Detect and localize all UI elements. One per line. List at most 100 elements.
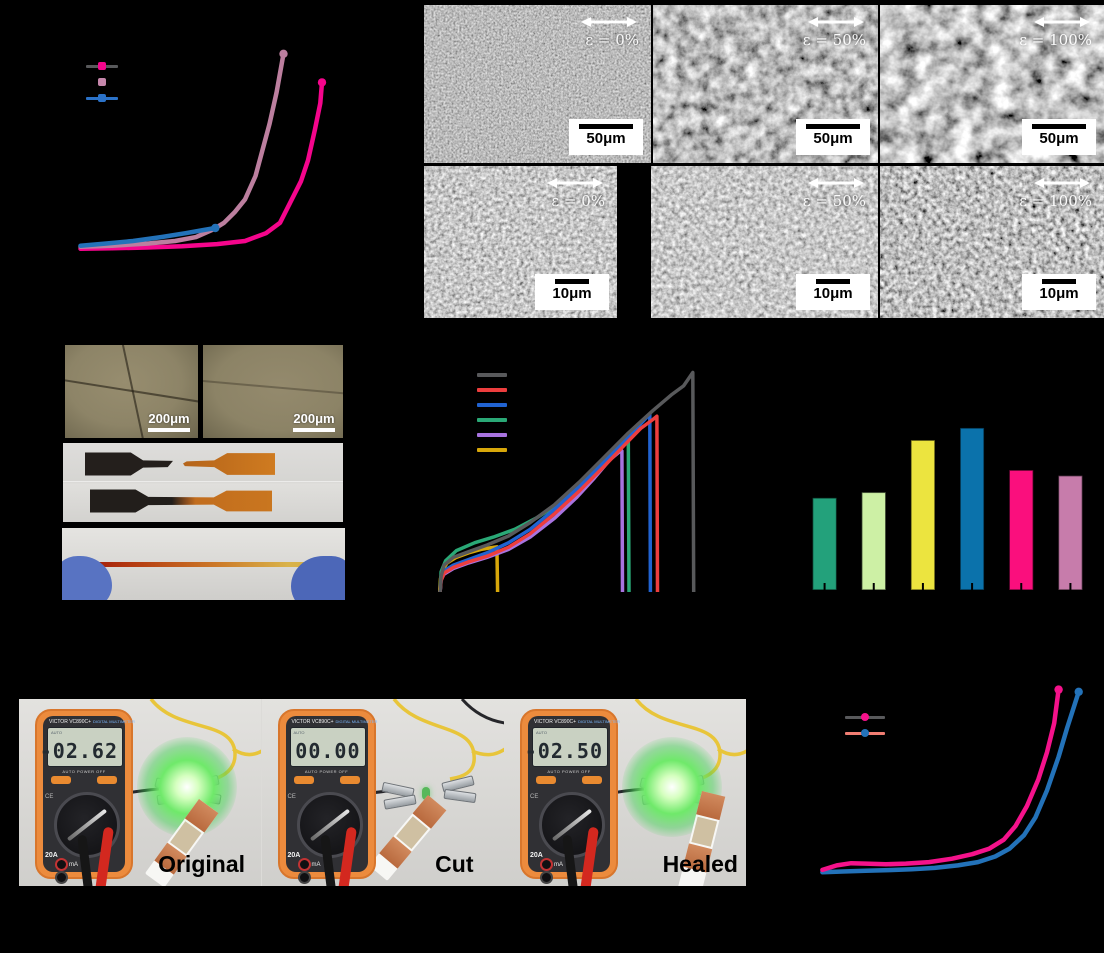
scale-bar [555,279,589,284]
cut-specimen-right-half [183,453,275,475]
scene-caption: Cut [435,851,474,877]
strain-label: ε = 50% [802,31,866,49]
auto-power-off-label: AUTO POWER OFF [304,769,349,774]
stress-strain-chart-a [70,20,420,280]
legend-marker-dot [861,713,869,721]
dial-needle [551,808,593,842]
strain-direction-arrow-icon [1034,17,1090,27]
scale-bar-label: 10μm [1039,285,1079,302]
sample-film [691,816,718,847]
legend-item [845,711,885,723]
copper-tape [696,791,726,821]
stretched-strip [74,562,335,567]
chart-a-plot [78,49,327,252]
legend-item [86,60,118,72]
range-label-ma: mA [311,862,321,868]
legend-item [86,76,118,88]
healed-specimen [90,489,272,513]
strain-label: ε = 100% [1019,192,1092,210]
legend-marker-dot [98,78,106,86]
sem-image-100pct-10um: ε = 100% 10μm [880,166,1104,318]
legend-marker-dot [861,729,869,737]
demo-scene-healed: VICTOR VC890C+ DIGITAL MULTIMETER AUTO -0… [504,699,746,886]
scale-bar [1032,124,1086,129]
legend-marker-dot [98,62,106,70]
auto-power-off-label: AUTO POWER OFF [62,769,106,774]
scale-bar-label: 200μm [293,411,335,426]
strain-direction-arrow-icon [1034,178,1090,188]
alligator-clip [382,794,417,810]
legend-item [86,92,118,104]
lcd-value: -02.50 [524,739,603,763]
scale-bar-label: 50μm [1039,130,1079,147]
lcd-annunciator: AUTO [51,730,63,735]
lcd-value: -02.62 [39,739,118,763]
range-label-20a: 20A [287,852,301,859]
scale-bar-box: 200μm [293,411,335,432]
lcd-annunciator: AUTO [293,730,305,735]
multimeter: VICTOR VC890C+ DIGITAL MULTIMETER AUTO 00… [277,709,378,886]
scale-bar-box: 10μm [535,274,609,310]
ce-mark: CE [45,794,54,800]
alligator-clip [442,788,477,804]
sem-image-50pct-50um: ε = 50% 50μm [653,5,878,163]
scale-bar-box: 50μm [796,119,870,155]
legend-marker-dot [98,94,106,102]
strain-direction-arrow-icon [581,17,637,27]
legend-line-swatch [477,373,507,377]
probe-jack [540,871,553,884]
multimeter-brand: VICTOR VC890C+ DIGITAL MULTIMETER [291,719,378,725]
strain-direction-arrow-icon [808,178,864,188]
range-label-20a: 20A [45,852,58,859]
scale-bar-box: 10μm [1022,274,1096,310]
ce-mark: CE [287,794,296,800]
chart-a-legend [86,60,118,108]
multimeter-lcd: AUTO -02.50 [525,727,608,767]
unlit-green-led [421,787,430,800]
multimeter-brand: VICTOR VC890C+ DIGITAL MULTIMETER [49,719,135,725]
range-label-20a: 20A [530,852,543,859]
sem-image-0pct-50um: ε = 0% 50μm [424,5,651,163]
legend-line-swatch [477,403,507,407]
scale-bar [806,124,860,129]
dial-needle [309,808,350,842]
meter-button [97,776,117,784]
meter-button [536,776,556,784]
multimeter-lcd: AUTO 00.00 [289,727,366,767]
demo-scene-original: VICTOR VC890C+ DIGITAL MULTIMETER AUTO -0… [19,699,261,886]
meter-button [582,776,602,784]
multimeter: VICTOR VC890C+ DIGITAL MULTIMETER AUTO -0… [520,709,620,886]
healing-demo-photo-strip: VICTOR VC890C+ DIGITAL MULTIMETER AUTO -0… [19,699,746,886]
strain-label: ε = 0% [551,192,605,210]
stress-strain-chart-g [808,656,1096,880]
auto-power-off-label: AUTO POWER OFF [547,769,591,774]
legend-item [845,727,885,739]
chart-e-plot [811,427,1084,591]
multimeter-lcd: AUTO -02.62 [40,727,123,767]
demo-scene-cut: VICTOR VC890C+ DIGITAL MULTIMETER AUTO 00… [261,699,504,886]
meter-button [293,776,314,784]
scene-caption: Original [158,851,245,877]
lcd-value: 00.00 [295,739,361,763]
scale-bar [816,279,850,284]
bar-chart-e [800,368,1095,591]
legend-line-swatch [477,433,507,437]
scale-bar-box: 200μm [148,411,190,432]
dial-needle [66,808,108,842]
scale-bar-label: 10μm [813,285,853,302]
scale-bar [1042,279,1076,284]
scale-bar-label: 50μm [813,130,853,147]
scale-bar-label: 200μm [148,411,190,426]
optical-microscope-image-1: 200μm [65,345,198,438]
probe-jack [297,858,311,871]
ce-mark: CE [530,794,539,800]
strain-label: ε = 50% [802,192,866,210]
scale-bar-label: 10μm [552,285,592,302]
sem-image-0pct-10um: ε = 0% 10μm [424,166,617,318]
scene-caption: Healed [662,851,738,877]
meter-button [51,776,71,784]
optical-microscope-image-2: 200μm [203,345,343,438]
chart-d-legend [477,373,507,463]
sem-image-100pct-50um: ε = 100% 50μm [880,5,1104,163]
strain-direction-arrow-icon [547,178,603,188]
